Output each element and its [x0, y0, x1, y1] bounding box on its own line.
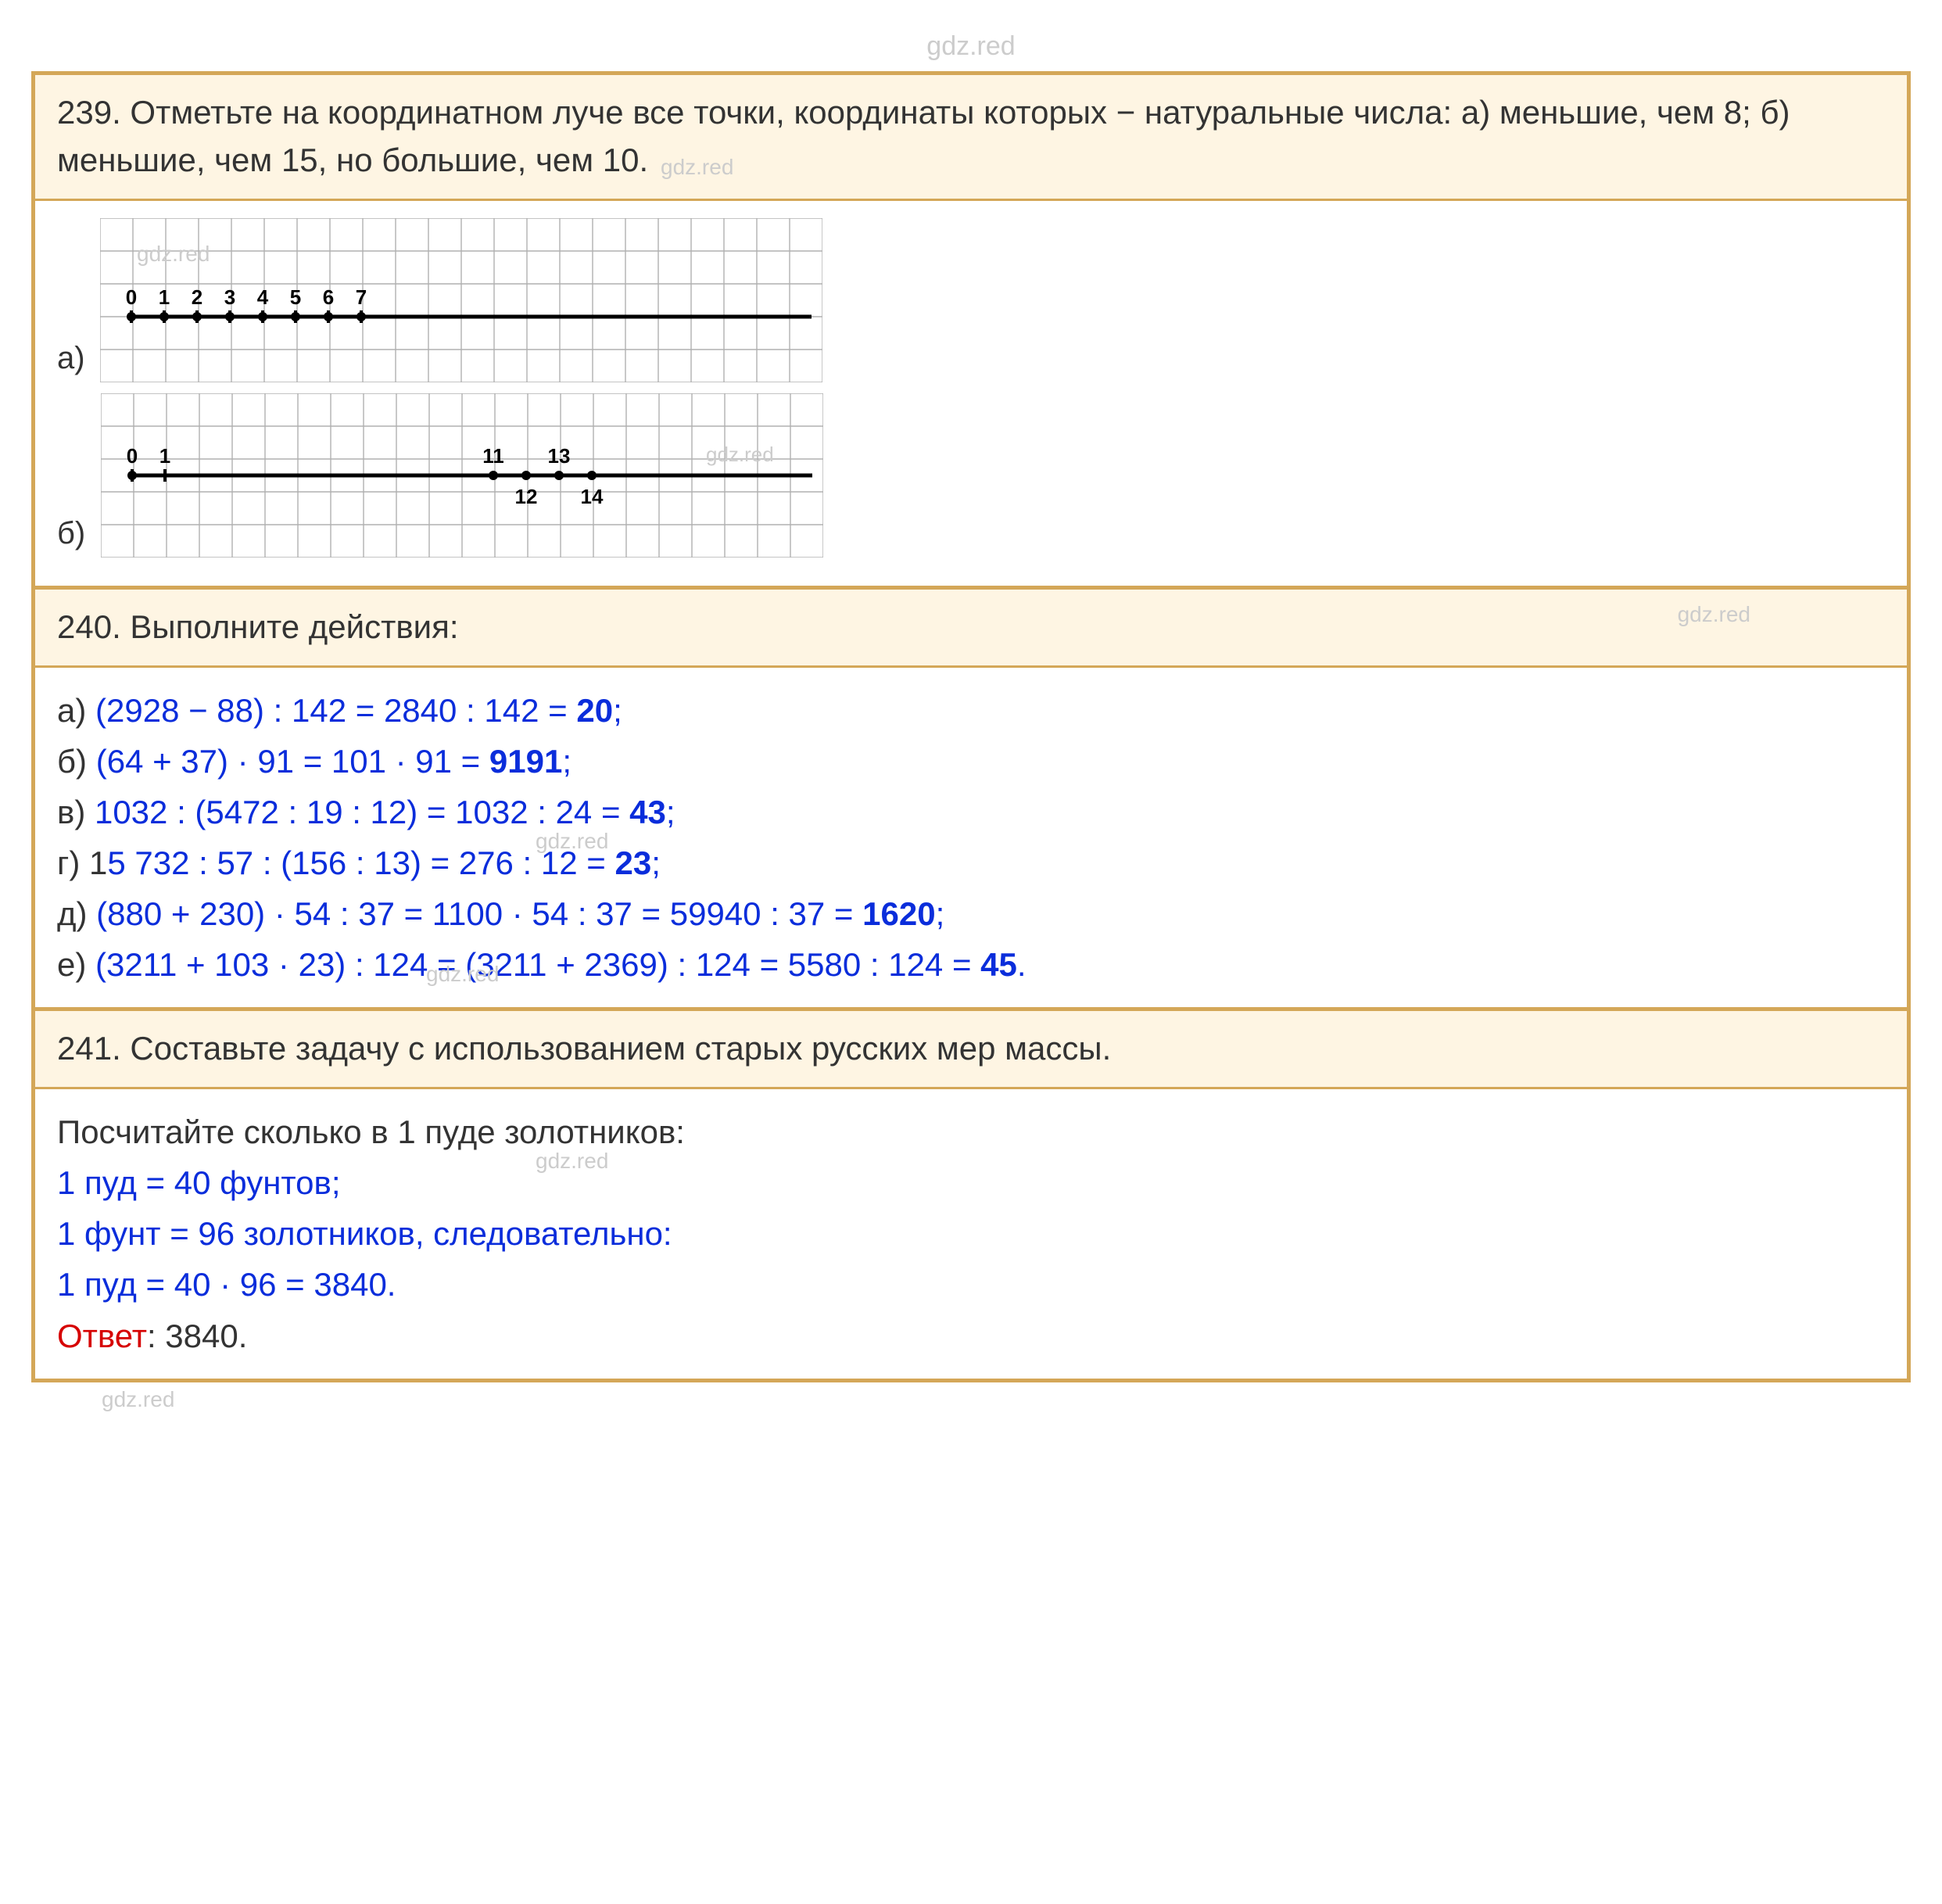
calc-expr: (880 + 230) · 54 : 37 = 1100 · 54 : 37 =…	[96, 895, 862, 932]
calc-prefix: б)	[57, 743, 96, 780]
task-241-body: gdz.red Посчитайте сколько в 1 пуде золо…	[35, 1089, 1907, 1378]
graph-a-label: а)	[57, 334, 85, 382]
graph-a-wrap: а) 01234567	[57, 218, 1885, 382]
answer-value: : 3840.	[147, 1318, 247, 1354]
task-241-line3: 1 фунт = 96 золотников, следовательно:	[57, 1208, 1885, 1259]
task-239-body: gdz.red а) 01234567 б) gdz.red0111121314	[35, 201, 1907, 586]
calc-result: 1620	[862, 895, 935, 932]
svg-text:0: 0	[127, 444, 138, 468]
task-239-header: 239. Отметьте на координатном луче все т…	[35, 75, 1907, 201]
calc-line: в) 1032 : (5472 : 19 : 12) = 1032 : 24 =…	[57, 787, 1885, 837]
watermark-bottom: gdz.red	[102, 1387, 174, 1412]
calc-expr: (2928 − 88) : 142 = 2840 : 142 =	[95, 692, 576, 729]
task-240-card: 240. Выполните действия: gdz.red gdz.red…	[31, 586, 1911, 1011]
task-240-body: gdz.red gdz.red а) (2928 − 88) : 142 = 2…	[35, 668, 1907, 1008]
svg-text:7: 7	[356, 285, 367, 309]
calc-prefix: в)	[57, 794, 95, 830]
svg-text:1: 1	[159, 285, 170, 309]
task-239-card: 239. Отметьте на координатном луче все т…	[31, 71, 1911, 590]
svg-text:gdz.red: gdz.red	[706, 443, 774, 466]
task-241-card: 241. Составьте задачу с использованием с…	[31, 1007, 1911, 1382]
task-241-text: Составьте задачу с использованием старых…	[130, 1030, 1111, 1067]
task-241-number: 241.	[57, 1030, 121, 1067]
task-241-answer: Ответ: 3840.	[57, 1311, 1885, 1361]
calc-prefix: г) 1	[57, 844, 107, 881]
watermark-top: gdz.red	[31, 31, 1911, 62]
calc-expr: (64 + 37) · 91 = 101 · 91 =	[96, 743, 489, 780]
task-241-header: 241. Составьте задачу с использованием с…	[35, 1011, 1907, 1089]
task-239-text: Отметьте на координатном луче все точки,…	[57, 94, 1790, 178]
calc-prefix: а)	[57, 692, 95, 729]
calc-suffix: ;	[666, 794, 675, 830]
calc-result: 23	[614, 844, 651, 881]
svg-text:11: 11	[482, 444, 504, 468]
graph-a-svg: 01234567	[100, 218, 822, 382]
svg-text:6: 6	[323, 285, 334, 309]
svg-text:14: 14	[580, 485, 603, 508]
calc-suffix: ;	[936, 895, 945, 932]
calc-prefix: е)	[57, 946, 95, 983]
watermark-239-header: gdz.red	[661, 152, 733, 184]
answer-label: Ответ	[57, 1318, 147, 1354]
svg-text:5: 5	[290, 285, 301, 309]
svg-text:1: 1	[159, 444, 170, 468]
calc-result: 45	[980, 946, 1017, 983]
calc-line: б) (64 + 37) · 91 = 101 · 91 = 9191;	[57, 736, 1885, 787]
calc-expr: (3211 + 103 · 23) : 124 = (3211 + 2369) …	[95, 946, 980, 983]
calc-line: е) (3211 + 103 · 23) : 124 = (3211 + 236…	[57, 939, 1885, 990]
calc-suffix: ;	[562, 743, 571, 780]
task-240-number: 240.	[57, 608, 121, 645]
calc-result: 9191	[489, 743, 562, 780]
calc-prefix: д)	[57, 895, 96, 932]
calc-expr: 5 732 : 57 : (156 : 13) = 276 : 12 =	[107, 844, 614, 881]
calc-expr: 1032 : (5472 : 19 : 12) = 1032 : 24 =	[95, 794, 629, 830]
calc-result: 20	[576, 692, 613, 729]
calc-line: а) (2928 − 88) : 142 = 2840 : 142 = 20;	[57, 685, 1885, 736]
calc-suffix: ;	[613, 692, 622, 729]
svg-text:13: 13	[547, 444, 570, 468]
calc-line: д) (880 + 230) · 54 : 37 = 1100 · 54 : 3…	[57, 888, 1885, 939]
graph-b-wrap: б) gdz.red0111121314	[57, 393, 1885, 558]
svg-text:2: 2	[192, 285, 202, 309]
svg-text:4: 4	[257, 285, 269, 309]
task-240-header: 240. Выполните действия: gdz.red	[35, 590, 1907, 668]
svg-text:0: 0	[126, 285, 137, 309]
svg-text:12: 12	[514, 485, 537, 508]
task-240-text: Выполните действия:	[130, 608, 458, 645]
calc-result: 43	[629, 794, 666, 830]
task-241-line1: Посчитайте сколько в 1 пуде золотников:	[57, 1106, 1885, 1157]
task-241-line2: 1 пуд = 40 фунтов;	[57, 1157, 1885, 1208]
task-241-line4: 1 пуд = 40 · 96 = 3840.	[57, 1259, 1885, 1310]
task-239-number: 239.	[57, 94, 121, 131]
graph-b-svg: gdz.red0111121314	[101, 393, 823, 558]
svg-text:3: 3	[224, 285, 235, 309]
calc-line: г) 15 732 : 57 : (156 : 13) = 276 : 12 =…	[57, 837, 1885, 888]
calc-suffix: ;	[651, 844, 661, 881]
calc-suffix: .	[1017, 946, 1027, 983]
watermark-240-outer: gdz.red	[1678, 599, 1750, 631]
graph-b-label: б)	[57, 509, 85, 558]
